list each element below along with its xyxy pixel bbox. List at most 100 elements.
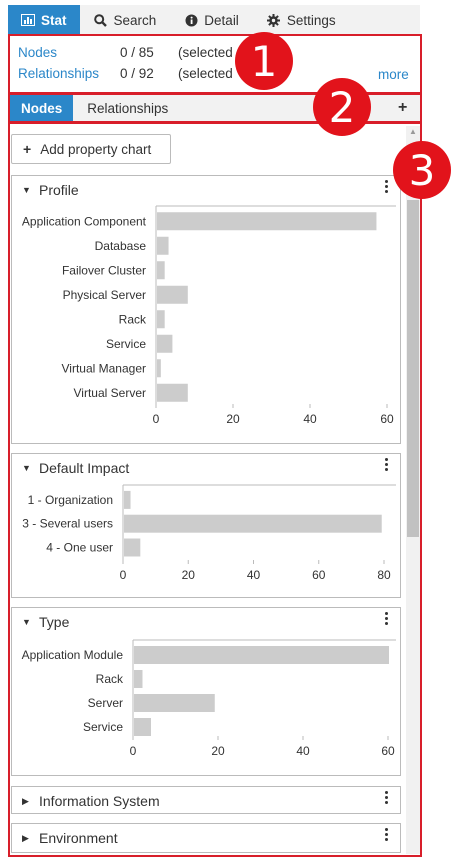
category-label: Virtual Manager bbox=[62, 361, 147, 375]
x-tick-label: 0 bbox=[153, 412, 160, 426]
category-label: Rack bbox=[119, 312, 147, 326]
type-chart: Application Module Rack Server Service 0 20 40… bbox=[22, 639, 396, 758]
chart-bar[interactable] bbox=[134, 718, 151, 736]
panel-information-system: ▶ Information System bbox=[11, 786, 401, 814]
add-tab-button[interactable]: + bbox=[398, 99, 408, 116]
panel-type: ▼ Type Application Module Rack Server Servi… bbox=[11, 607, 401, 776]
chart-bar[interactable] bbox=[157, 310, 165, 329]
default-impact-chart: 1 - Organization 3 - Several users 4 - One… bbox=[22, 484, 396, 582]
caret-right-icon: ▶ bbox=[22, 795, 29, 806]
annotation-badge-3: 3 bbox=[393, 141, 451, 199]
panel-default-impact: ▼ Default Impact 1 - Organization 3 - Sev… bbox=[11, 453, 401, 598]
chart-bar[interactable] bbox=[124, 514, 382, 533]
add-property-chart-button[interactable]: + Add property chart bbox=[11, 134, 171, 164]
chart-bar[interactable] bbox=[157, 236, 169, 255]
more-link[interactable]: more bbox=[378, 67, 409, 82]
x-tick-label: 60 bbox=[381, 744, 395, 758]
nodes-count: 0 / 85 bbox=[120, 45, 154, 60]
panel-type-title: Type bbox=[39, 614, 70, 630]
caret-right-icon: ▶ bbox=[22, 832, 29, 843]
summary-relationships-row: Relationships 0 / 92 (selected bbox=[18, 66, 233, 81]
chart-bar[interactable] bbox=[134, 694, 215, 712]
panel-information-system-header[interactable]: ▶ Information System bbox=[12, 787, 400, 815]
add-property-chart-label: Add property chart bbox=[40, 141, 152, 157]
tab-search[interactable]: Search bbox=[80, 5, 171, 35]
tab-settings-label: Settings bbox=[286, 12, 336, 28]
category-label: Service bbox=[106, 337, 146, 351]
panel-environment-header[interactable]: ▶ Environment bbox=[12, 824, 400, 852]
tab-detail[interactable]: Detail bbox=[170, 5, 253, 35]
scroll-up-arrow-icon[interactable]: ▲ bbox=[409, 127, 417, 136]
x-tick-label: 20 bbox=[182, 568, 196, 582]
x-tick-label: 20 bbox=[226, 412, 240, 426]
x-tick-label: 0 bbox=[120, 568, 127, 582]
category-label: Rack bbox=[96, 672, 124, 686]
tab-detail-label: Detail bbox=[204, 12, 239, 28]
panel-information-system-title: Information System bbox=[39, 793, 160, 809]
annotation-frame-3 bbox=[8, 122, 422, 857]
panel-type-header[interactable]: ▼ Type bbox=[12, 608, 400, 636]
tab-stat-label: Stat bbox=[41, 12, 67, 28]
category-label: Application Module bbox=[22, 648, 124, 662]
panel-environment: ▶ Environment bbox=[11, 823, 401, 853]
chart-bar[interactable] bbox=[124, 538, 141, 557]
chart-bar[interactable] bbox=[124, 490, 131, 509]
category-label: Failover Cluster bbox=[62, 263, 146, 277]
plus-icon: + bbox=[23, 141, 32, 157]
category-label: Application Component bbox=[22, 214, 147, 228]
chart-bar[interactable] bbox=[134, 670, 143, 688]
category-label: Service bbox=[83, 720, 123, 734]
panel-profile-header[interactable]: ▼ Profile bbox=[12, 176, 400, 204]
scrollbar-thumb[interactable] bbox=[407, 200, 419, 537]
chart-bar[interactable] bbox=[157, 212, 377, 231]
x-tick-label: 40 bbox=[247, 568, 261, 582]
profile-chart: Application Component Database Failover Cl… bbox=[22, 205, 396, 426]
category-label: 1 - Organization bbox=[28, 493, 113, 507]
panel-default-impact-header[interactable]: ▼ Default Impact bbox=[12, 454, 400, 482]
nodes-link[interactable]: Nodes bbox=[18, 45, 58, 60]
bar-chart-icon bbox=[21, 13, 35, 27]
panel-default-impact-title: Default Impact bbox=[39, 460, 130, 476]
menu-kebab-icon[interactable] bbox=[385, 791, 389, 806]
menu-kebab-icon[interactable] bbox=[385, 828, 389, 843]
search-icon bbox=[94, 13, 108, 27]
gear-icon bbox=[267, 13, 281, 27]
chart-bar[interactable] bbox=[157, 285, 188, 304]
x-tick-label: 40 bbox=[303, 412, 317, 426]
caret-down-icon: ▼ bbox=[22, 185, 31, 195]
x-tick-label: 40 bbox=[296, 744, 310, 758]
tab-settings[interactable]: Settings bbox=[253, 5, 350, 35]
category-label: Physical Server bbox=[63, 288, 146, 302]
chart-bar[interactable] bbox=[157, 359, 161, 378]
annotation-badge-1: 1 bbox=[235, 32, 293, 90]
tab-search-label: Search bbox=[113, 12, 157, 28]
caret-down-icon: ▼ bbox=[22, 617, 31, 627]
category-label: Database bbox=[95, 239, 147, 253]
x-tick-label: 80 bbox=[377, 568, 391, 582]
caret-down-icon: ▼ bbox=[22, 463, 31, 473]
chart-bar[interactable] bbox=[157, 261, 165, 280]
x-tick-label: 20 bbox=[211, 744, 225, 758]
tab-stat[interactable]: Stat bbox=[8, 5, 80, 35]
chart-bar[interactable] bbox=[157, 383, 188, 402]
relationships-link[interactable]: Relationships bbox=[18, 66, 100, 81]
category-label: Virtual Server bbox=[74, 386, 146, 400]
subtab-nodes[interactable]: Nodes bbox=[10, 95, 74, 121]
top-tab-bar: Stat Search Detail Settings bbox=[8, 5, 420, 35]
nodes-selected-text: (selected bbox=[178, 45, 233, 60]
menu-kebab-icon[interactable] bbox=[385, 180, 389, 195]
annotation-badge-2: 2 bbox=[313, 78, 371, 136]
panel-profile-title: Profile bbox=[39, 182, 79, 198]
menu-kebab-icon[interactable] bbox=[385, 458, 389, 473]
chart-bar[interactable] bbox=[134, 646, 389, 664]
panel-profile: ▼ Profile Application Component Database F… bbox=[11, 175, 401, 444]
menu-kebab-icon[interactable] bbox=[385, 612, 389, 627]
relationships-selected-text: (selected bbox=[178, 66, 233, 81]
category-label: 4 - One user bbox=[46, 541, 113, 555]
info-icon bbox=[184, 13, 198, 27]
subtab-relationships[interactable]: Relationships bbox=[87, 100, 169, 116]
panel-environment-title: Environment bbox=[39, 830, 118, 846]
category-label: 3 - Several users bbox=[22, 517, 113, 531]
relationships-count: 0 / 92 bbox=[120, 66, 154, 81]
chart-bar[interactable] bbox=[157, 334, 173, 353]
